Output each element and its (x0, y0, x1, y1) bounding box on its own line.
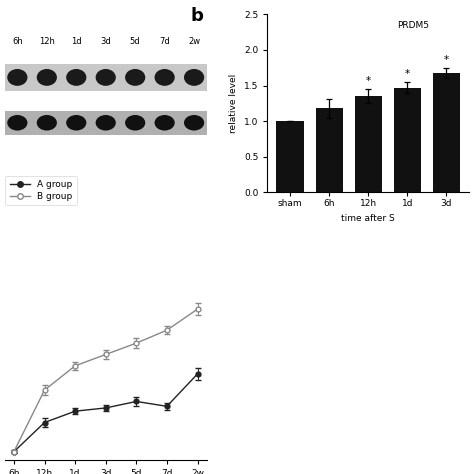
Ellipse shape (96, 115, 116, 130)
Bar (355, 96, 382, 192)
Ellipse shape (36, 69, 57, 86)
Text: 1d: 1d (71, 37, 82, 46)
Ellipse shape (184, 115, 204, 130)
Bar (433, 73, 460, 192)
Y-axis label: relative level: relative level (229, 74, 238, 133)
Bar (394, 88, 421, 192)
Text: 7d: 7d (159, 37, 170, 46)
Text: PRDM5: PRDM5 (397, 21, 428, 30)
Ellipse shape (96, 69, 116, 86)
Ellipse shape (7, 115, 27, 130)
Bar (316, 109, 343, 192)
X-axis label: time after S: time after S (341, 214, 395, 223)
Ellipse shape (125, 69, 145, 86)
FancyBboxPatch shape (5, 64, 207, 91)
Text: b: b (191, 7, 203, 25)
Ellipse shape (184, 69, 204, 86)
Text: *: * (444, 55, 449, 65)
Text: *: * (405, 69, 410, 79)
Text: 12h: 12h (39, 37, 55, 46)
Ellipse shape (7, 69, 27, 86)
Text: 5d: 5d (130, 37, 140, 46)
Legend: A group, B group: A group, B group (5, 175, 77, 205)
Ellipse shape (36, 115, 57, 130)
Bar (276, 121, 304, 192)
Ellipse shape (66, 115, 86, 130)
Text: *: * (366, 76, 371, 86)
Text: 2w: 2w (188, 37, 200, 46)
Ellipse shape (155, 69, 175, 86)
Ellipse shape (66, 69, 86, 86)
Ellipse shape (155, 115, 175, 130)
Text: 6h: 6h (12, 37, 23, 46)
Ellipse shape (125, 115, 145, 130)
FancyBboxPatch shape (5, 110, 207, 135)
Text: 3d: 3d (100, 37, 111, 46)
